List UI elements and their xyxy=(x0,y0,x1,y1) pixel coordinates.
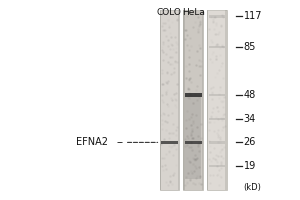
Text: 48: 48 xyxy=(244,90,256,100)
Bar xyxy=(207,10,208,190)
Bar xyxy=(183,10,203,190)
Bar xyxy=(160,10,179,190)
Bar xyxy=(209,165,225,167)
Bar xyxy=(160,10,161,190)
Bar xyxy=(209,94,225,96)
Text: 117: 117 xyxy=(244,11,262,21)
Text: HeLa: HeLa xyxy=(182,8,205,17)
Bar xyxy=(202,10,203,190)
Text: 26: 26 xyxy=(244,137,256,147)
Bar xyxy=(209,118,225,120)
Bar xyxy=(183,10,184,190)
Bar xyxy=(178,10,179,190)
Bar xyxy=(207,10,226,190)
Bar xyxy=(209,46,225,48)
Text: 34: 34 xyxy=(244,114,256,124)
Bar xyxy=(225,10,226,190)
Bar xyxy=(184,93,202,97)
Bar xyxy=(185,95,201,179)
Text: EFNA2: EFNA2 xyxy=(76,137,108,147)
Text: 19: 19 xyxy=(244,161,256,171)
Bar xyxy=(209,141,225,144)
Bar xyxy=(184,141,202,144)
Text: COLO: COLO xyxy=(157,8,182,17)
Text: (kD): (kD) xyxy=(244,183,262,192)
Bar xyxy=(161,141,178,144)
Text: 85: 85 xyxy=(244,42,256,52)
Text: --: -- xyxy=(116,137,123,147)
Bar xyxy=(209,15,225,18)
